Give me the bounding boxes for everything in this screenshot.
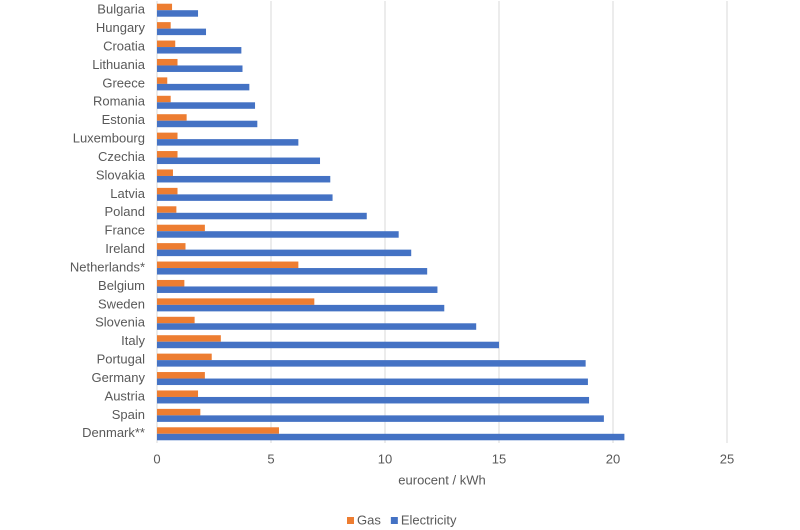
legend-label: Gas (357, 512, 381, 527)
bar (157, 212, 367, 220)
bar (157, 47, 242, 54)
x-tick-label: 5 (267, 451, 274, 466)
y-tick-label: France (105, 223, 145, 238)
bar (157, 132, 178, 140)
bar (157, 40, 176, 48)
bar (157, 187, 178, 195)
bar (157, 261, 299, 269)
y-tick-label: Slovenia (95, 315, 146, 330)
bar (157, 378, 588, 386)
bar (157, 120, 258, 128)
bar (157, 279, 185, 287)
bar (157, 433, 625, 441)
bar (157, 298, 315, 305)
bar (157, 139, 299, 146)
bar (157, 102, 256, 109)
y-tick-label: Bulgaria (97, 2, 145, 17)
y-tick-label: Denmark** (82, 425, 145, 440)
bar (157, 249, 412, 257)
bar (157, 390, 199, 397)
x-tick-label: 25 (720, 451, 734, 466)
bar (157, 95, 171, 103)
x-tick-label: 10 (378, 451, 392, 466)
bar (157, 316, 195, 324)
legend-label: Electricity (401, 512, 457, 527)
bar (157, 335, 221, 342)
y-tick-label: Netherlands* (70, 259, 145, 274)
y-tick-label: Romania (93, 94, 146, 109)
bar (157, 157, 321, 165)
bar (157, 372, 205, 379)
bar (157, 28, 207, 36)
bar (157, 10, 199, 17)
bar (157, 77, 168, 84)
bar (157, 175, 331, 183)
bar (157, 396, 590, 404)
bar (157, 243, 186, 250)
bar (157, 22, 171, 29)
bar (157, 58, 178, 66)
bar (157, 3, 173, 11)
y-tick-label: Germany (92, 370, 146, 385)
y-tick-label: Italy (121, 333, 145, 348)
y-tick-label: Czechia (98, 149, 146, 164)
x-axis-title: eurocent / kWh (398, 472, 485, 487)
bar (157, 151, 178, 158)
y-tick-label: Slovakia (96, 167, 146, 182)
bar (157, 83, 250, 91)
y-tick-label: Austria (105, 388, 146, 403)
bar (157, 114, 187, 121)
y-tick-label: Belgium (98, 278, 145, 293)
y-tick-label: Ireland (105, 241, 145, 256)
bar (157, 304, 445, 312)
bar (157, 194, 333, 201)
bar (157, 408, 201, 416)
x-tick-label: 20 (606, 451, 620, 466)
legend-swatch (347, 517, 354, 524)
y-tick-label: Spain (112, 407, 145, 422)
legend-swatch (390, 517, 398, 524)
y-tick-label: Luxembourg (73, 131, 145, 146)
y-tick-label: Hungary (96, 20, 146, 35)
bar (157, 360, 586, 367)
y-tick-label: Portugal (97, 352, 146, 367)
bar (157, 286, 438, 293)
y-tick-label: Lithuania (92, 57, 146, 72)
bar (157, 224, 205, 232)
bar (157, 231, 399, 238)
y-tick-label: Estonia (102, 112, 146, 127)
x-tick-label: 15 (492, 451, 506, 466)
y-tick-label: Greece (102, 75, 145, 90)
bar (157, 415, 604, 422)
x-tick-label: 0 (153, 451, 160, 466)
y-tick-label: Sweden (98, 296, 145, 311)
bar (157, 206, 177, 213)
bar (157, 341, 499, 349)
y-tick-label: Latvia (110, 186, 145, 201)
bar (157, 169, 173, 176)
bar (157, 268, 428, 275)
y-tick-label: Poland (105, 204, 145, 219)
y-tick-label: Croatia (103, 38, 146, 53)
bar (157, 427, 279, 434)
bar (157, 353, 212, 361)
bar (157, 65, 243, 72)
bar (157, 323, 477, 330)
